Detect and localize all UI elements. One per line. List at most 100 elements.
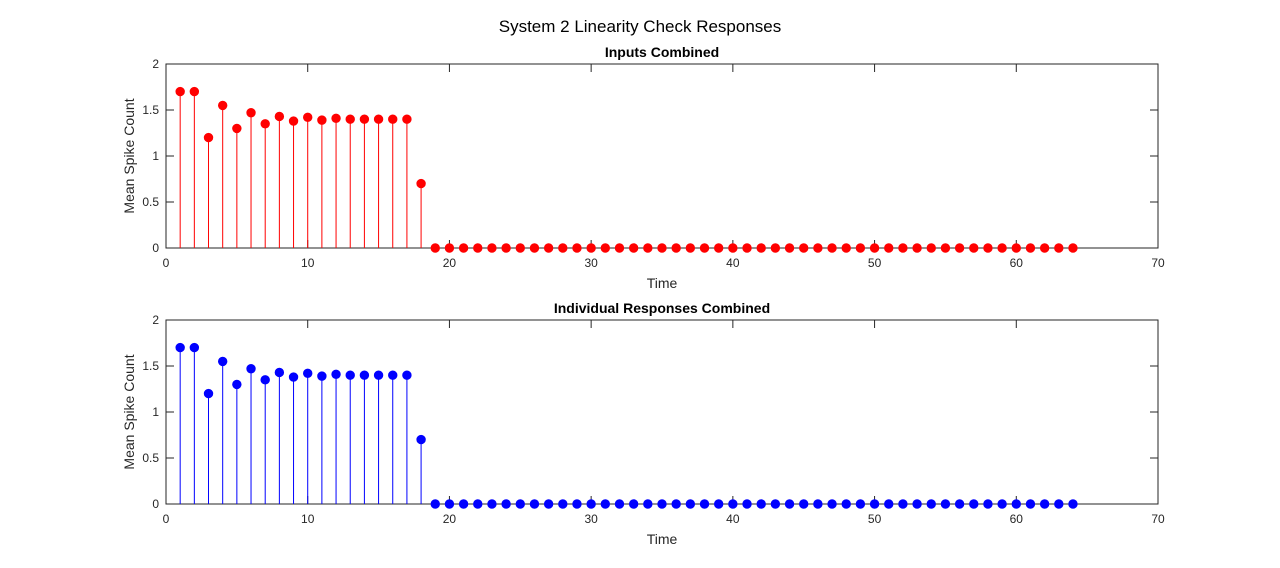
x-axis-label: Time <box>647 275 678 291</box>
x-tick-label: 30 <box>584 256 598 270</box>
stem-marker <box>841 243 851 253</box>
y-tick-label: 0 <box>152 241 159 255</box>
stem-marker <box>827 243 837 253</box>
stem-marker <box>416 434 426 445</box>
stem-marker <box>189 342 200 353</box>
stem-marker <box>501 499 511 509</box>
stem-marker <box>997 243 1007 253</box>
stem-marker <box>203 388 214 399</box>
stem-marker <box>487 499 497 509</box>
stem-marker <box>657 243 667 253</box>
figure-title: System 2 Linearity Check Responses <box>499 17 782 36</box>
stem-marker <box>1068 243 1078 253</box>
y-tick-label: 2 <box>152 57 159 71</box>
stem-marker <box>217 356 228 367</box>
stem-marker <box>444 243 455 253</box>
stem-marker <box>954 243 965 253</box>
stem-marker <box>473 243 483 253</box>
stem-marker <box>501 243 511 253</box>
stem-marker <box>373 370 384 380</box>
stem-marker <box>558 499 568 509</box>
stem-marker <box>529 243 540 253</box>
stem-marker <box>402 370 412 380</box>
stem-marker <box>614 499 625 509</box>
stem-marker <box>869 243 880 253</box>
stem-marker <box>1039 243 1050 253</box>
stem-marker <box>756 499 766 509</box>
stem-marker <box>203 132 214 143</box>
x-tick-label: 10 <box>301 512 315 526</box>
stem-marker <box>1011 499 1021 509</box>
stem-marker <box>402 114 412 124</box>
stem-marker <box>912 499 922 509</box>
stem-marker <box>855 499 866 509</box>
stem-marker <box>331 369 341 379</box>
stem-marker <box>458 499 469 509</box>
stem-marker <box>685 243 696 253</box>
x-tick-label: 40 <box>726 256 740 270</box>
x-tick-label: 0 <box>163 512 170 526</box>
stem-marker <box>770 243 781 253</box>
x-tick-label: 70 <box>1151 256 1165 270</box>
stem-marker <box>217 100 228 111</box>
stem-marker <box>898 499 908 509</box>
stem-marker <box>274 367 285 378</box>
subplot-inputs-combined: Inputs Combined 0 10 20 30 40 50 60 70 0 0.5 1 1.5 2 T… <box>121 44 1165 291</box>
stem-marker <box>997 499 1007 509</box>
stem-marker <box>884 243 894 253</box>
stem-marker <box>969 243 979 253</box>
stem-marker <box>487 243 497 253</box>
stem-marker <box>940 243 951 253</box>
stem-marker <box>1039 499 1050 509</box>
stem-marker <box>628 499 639 509</box>
y-tick-label: 1 <box>152 149 159 163</box>
x-tick-label: 10 <box>301 256 315 270</box>
stem-marker <box>799 499 809 509</box>
stem-marker <box>713 243 724 253</box>
stem-marker <box>742 499 752 509</box>
stem-marker <box>813 243 823 253</box>
stem-marker <box>600 243 611 253</box>
x-tick-label: 30 <box>584 512 598 526</box>
y-tick-label: 1 <box>152 405 159 419</box>
stem-marker <box>784 243 795 253</box>
stem-marker <box>246 108 256 118</box>
x-tick-label: 20 <box>443 512 457 526</box>
stem-marker <box>473 499 483 509</box>
x-tick-label: 50 <box>868 256 882 270</box>
stem-marker <box>770 499 781 509</box>
stem-marker <box>742 243 752 253</box>
stem-marker <box>373 114 384 124</box>
stem-marker <box>643 243 653 253</box>
stem-marker <box>345 114 355 124</box>
stem-marker <box>827 499 837 509</box>
stem-marker <box>529 499 540 509</box>
stem-marker <box>303 112 313 123</box>
stem-marker <box>699 243 710 253</box>
stem-marker <box>388 370 398 380</box>
stem-marker <box>189 86 200 97</box>
stem-marker <box>274 111 285 122</box>
stem-marker <box>430 499 440 509</box>
stem-marker <box>543 499 554 509</box>
stem-marker <box>940 499 951 509</box>
stem-marker <box>884 499 894 509</box>
y-axis-label: Mean Spike Count <box>121 98 137 213</box>
stem-marker <box>926 499 936 509</box>
stem-marker <box>969 499 979 509</box>
stem-marker <box>317 371 327 381</box>
axes-frame <box>165 319 1159 505</box>
stem-marker <box>416 178 426 189</box>
stem-marker <box>671 499 681 509</box>
stem-marker <box>543 243 554 253</box>
stem-marker <box>515 499 525 509</box>
stem-marker <box>1025 243 1036 253</box>
stem-marker <box>586 499 596 509</box>
stem-marker <box>1054 499 1064 509</box>
stem-marker <box>657 499 667 509</box>
stem-marker <box>728 499 738 509</box>
y-tick-label: 2 <box>152 313 159 327</box>
stem-marker <box>799 243 809 253</box>
